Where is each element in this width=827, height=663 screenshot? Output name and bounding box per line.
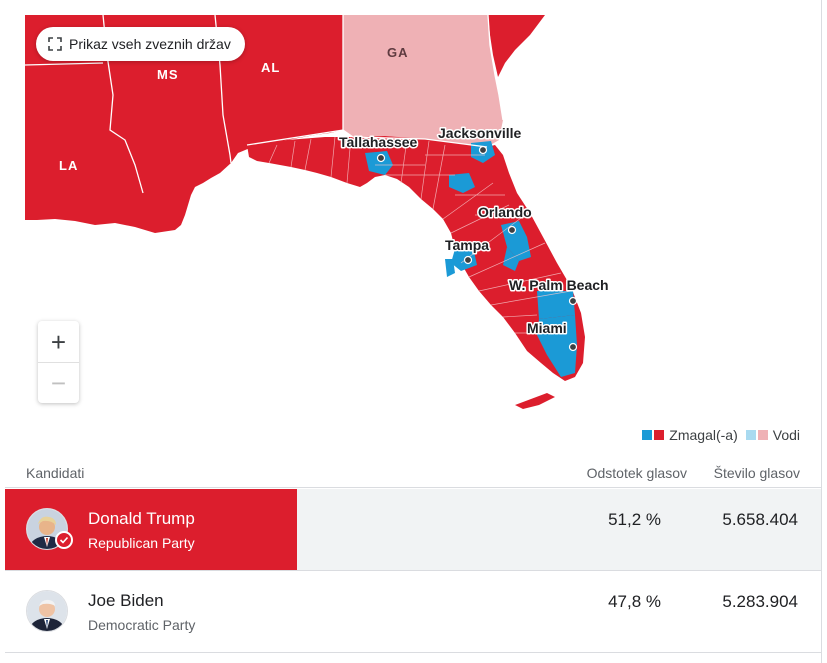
county-borders xyxy=(268,136,572,334)
header-vote-percent: Odstotek glasov xyxy=(586,465,687,481)
state-label-ms: MS xyxy=(157,67,179,82)
candidate-name: Joe Biden xyxy=(88,591,164,610)
header-vote-count: Število glasov xyxy=(713,465,800,481)
results-map[interactable]: MS AL LA GA Tallahassee Jacksonville Orl… xyxy=(25,15,815,420)
legend-swatch-republican-won xyxy=(654,430,665,440)
winner-check-icon xyxy=(55,531,73,549)
candidate-party: Republican Party xyxy=(88,535,195,551)
legend-label-leading: Vodi xyxy=(772,427,800,443)
city-label-tampa: Tampa xyxy=(445,237,489,253)
results-table-header: Kandidati Odstotek glasov Število glasov xyxy=(5,455,821,488)
legend-swatch-democrat-leading xyxy=(745,430,756,440)
legend-swatch-republican-leading xyxy=(757,430,768,440)
city-label-jacksonville: Jacksonville xyxy=(438,125,521,141)
zoom-out-button[interactable]: − xyxy=(38,362,79,403)
florida-shape xyxy=(247,136,585,381)
county-palm-beach xyxy=(537,291,575,319)
show-all-states-label: Prikaz vseh zveznih držav xyxy=(69,36,231,52)
candidate-party: Democratic Party xyxy=(88,617,196,633)
state-label-ga: GA xyxy=(387,45,409,60)
county-alachua xyxy=(449,173,475,193)
county-leon xyxy=(365,151,393,175)
legend-label-won: Zmagal(-a) xyxy=(669,427,738,443)
candidate-vote-count: 5.283.904 xyxy=(722,592,798,611)
legend-swatch-democrat-won xyxy=(642,430,653,440)
florida-keys-shape xyxy=(515,393,555,409)
show-all-states-button[interactable]: Prikaz vseh zveznih držav xyxy=(36,27,245,61)
gulf-states-shape xyxy=(25,15,343,233)
candidate-row-trump: Donald Trump Republican Party 51,2 % 5.6… xyxy=(5,489,821,571)
city-label-orlando: Orlando xyxy=(478,204,532,220)
candidate-vote-percent: 47,8 % xyxy=(608,592,661,611)
county-pinellas xyxy=(445,259,455,277)
city-label-west-palm-beach: W. Palm Beach xyxy=(509,277,609,293)
county-osceola xyxy=(503,247,519,271)
zoom-control: + − xyxy=(38,321,79,403)
georgia-shape xyxy=(325,15,503,147)
header-candidates: Kandidati xyxy=(26,465,85,481)
avatar-biden xyxy=(26,590,68,632)
county-broward-dade xyxy=(537,315,577,377)
candidate-vote-percent: 51,2 % xyxy=(608,510,661,529)
city-label-tallahassee: Tallahassee xyxy=(339,134,418,150)
state-label-la: LA xyxy=(59,158,78,173)
candidate-vote-count: 5.658.404 xyxy=(722,510,798,529)
map-legend: Zmagal(-a) Vodi xyxy=(642,427,800,443)
expand-icon xyxy=(48,37,62,51)
panel-border xyxy=(821,0,822,663)
state-label-al: AL xyxy=(261,60,280,75)
city-markers xyxy=(376,145,578,352)
city-label-miami: Miami xyxy=(527,320,567,336)
candidate-name: Donald Trump xyxy=(88,509,195,528)
zoom-in-button[interactable]: + xyxy=(50,326,67,357)
county-hillsborough xyxy=(451,247,477,271)
south-carolina-shape xyxy=(488,15,545,77)
candidate-row-biden: Joe Biden Democratic Party 47,8 % 5.283.… xyxy=(5,571,821,653)
